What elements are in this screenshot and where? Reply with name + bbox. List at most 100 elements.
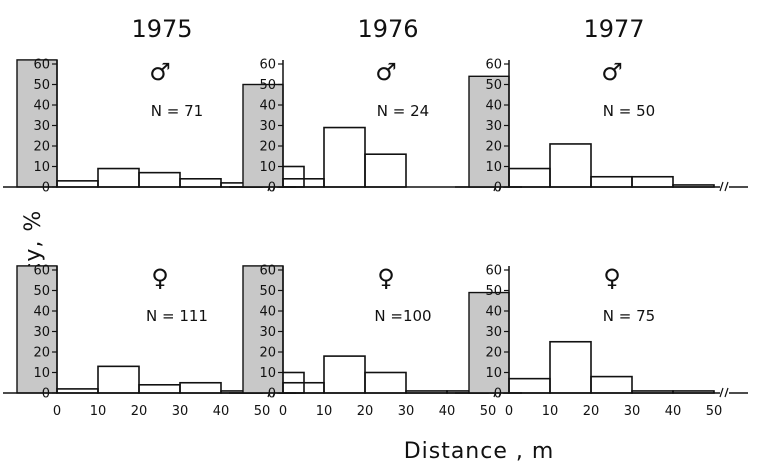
y-tick-label: 30 <box>485 119 502 134</box>
x-tick-label: 40 <box>213 404 230 419</box>
y-tick-label: 30 <box>259 119 276 134</box>
y-tick-label: 40 <box>485 99 502 114</box>
y-tick-label: 0 <box>42 181 50 196</box>
y-tick-label: 10 <box>259 160 276 175</box>
x-tick-label: 40 <box>439 404 456 419</box>
x-tick-label: 10 <box>90 404 107 419</box>
y-tick-label: 50 <box>33 284 50 299</box>
y-tick-label: 50 <box>485 78 502 93</box>
x-tick-label: 50 <box>480 404 497 419</box>
y-tick-label: 0 <box>268 181 276 196</box>
x-tick-label: 30 <box>172 404 189 419</box>
histogram-bar <box>179 178 222 188</box>
y-tick-label: 50 <box>485 284 502 299</box>
y-tick-label: 10 <box>485 160 502 175</box>
y-tick-label: 30 <box>33 325 50 340</box>
y-tick-label: 30 <box>33 119 50 134</box>
n-label: N = 75 <box>603 307 655 325</box>
x-tick-label: 30 <box>398 404 415 419</box>
x-tick-label: 20 <box>583 404 600 419</box>
y-tick-label: 60 <box>33 58 50 73</box>
x-tick-label: 0 <box>279 404 287 419</box>
histogram-bar <box>138 171 181 188</box>
y-tick-label: 60 <box>259 58 276 73</box>
y-tick-label: 20 <box>33 140 50 155</box>
histogram-bar <box>508 377 551 394</box>
sex-symbol: ♂ <box>375 58 397 86</box>
histogram-bar <box>405 390 448 394</box>
n-label: N = 24 <box>377 102 429 120</box>
histogram-bar <box>672 390 715 394</box>
x-tick-label: 10 <box>316 404 333 419</box>
n-label: N = 111 <box>146 307 208 325</box>
stayed-bar <box>16 59 58 188</box>
sex-symbol: ♀ <box>377 264 395 292</box>
sex-symbol: ♀ <box>151 264 169 292</box>
y-tick-label: 60 <box>485 58 502 73</box>
histogram-bar <box>138 383 181 394</box>
y-tick-label: 50 <box>259 284 276 299</box>
panel-5: 0 10 20 30 40 50 60 0 10 20 30 40 50 ♀ N =100 <box>229 264 522 419</box>
x-tick-label: 10 <box>542 404 559 419</box>
x-tick-label: 20 <box>131 404 148 419</box>
histogram-bar <box>323 126 366 188</box>
n-label: N =100 <box>374 307 431 325</box>
x-tick-label: 40 <box>665 404 682 419</box>
y-tick-label: 20 <box>485 346 502 361</box>
n-label: N = 71 <box>151 102 203 120</box>
histogram-bar <box>631 390 674 394</box>
y-tick-label: 20 <box>33 346 50 361</box>
histogram-bar <box>549 340 592 394</box>
histogram-bar <box>590 375 633 394</box>
axis-break-mark <box>719 387 729 398</box>
sex-symbol: ♀ <box>603 264 621 292</box>
y-tick-label: 40 <box>259 99 276 114</box>
stayed-bar <box>16 265 58 394</box>
x-tick-label: 20 <box>357 404 374 419</box>
histogram-bar <box>56 388 99 394</box>
axis-break-mark <box>719 181 729 192</box>
x-tick-label: 0 <box>505 404 513 419</box>
y-tick-label: 40 <box>259 305 276 320</box>
panel-4: 0 10 20 30 40 50 60 0 10 20 30 40 50 ♀ N = 111 <box>3 264 305 419</box>
y-tick-label: 20 <box>485 140 502 155</box>
x-tick-label: 50 <box>706 404 723 419</box>
year-title: 1976 <box>357 15 418 43</box>
histogram-bar <box>97 365 140 394</box>
y-tick-label: 40 <box>33 305 50 320</box>
y-tick-label: 0 <box>42 387 50 402</box>
histogram-bar <box>56 180 99 188</box>
x-tick-label: 30 <box>624 404 641 419</box>
y-tick-label: 60 <box>259 264 276 279</box>
panel-6: 0 10 20 30 40 50 60 0 10 20 30 40 50 ♀ N = 75 <box>455 264 748 419</box>
x-tick-label: 0 <box>53 404 61 419</box>
x-tick-label: 50 <box>254 404 271 419</box>
y-tick-label: 40 <box>485 305 502 320</box>
y-tick-label: 60 <box>33 264 50 279</box>
panel-3: 0 10 20 30 40 50 60 1977 ♂ N = 50 <box>455 15 748 196</box>
n-label: N = 50 <box>603 102 655 120</box>
year-title: 1977 <box>583 15 644 43</box>
histogram-bar <box>364 371 407 394</box>
histogram-bar <box>364 153 407 188</box>
y-tick-label: 10 <box>33 366 50 381</box>
y-tick-label: 0 <box>494 181 502 196</box>
y-tick-label: 30 <box>485 325 502 340</box>
y-tick-label: 50 <box>33 78 50 93</box>
histogram-bar <box>672 184 715 188</box>
y-tick-label: 10 <box>259 366 276 381</box>
stayed-bar <box>468 75 510 188</box>
y-tick-label: 40 <box>33 99 50 114</box>
panel-1: 0 10 20 30 40 50 60 1975 ♂ N = 71 <box>3 15 305 196</box>
histogram-bar <box>508 167 551 188</box>
histogram-bar <box>323 355 366 394</box>
sex-symbol: ♂ <box>601 58 623 86</box>
sex-symbol: ♂ <box>149 58 171 86</box>
y-tick-label: 10 <box>485 366 502 381</box>
y-tick-label: 50 <box>259 78 276 93</box>
y-tick-label: 0 <box>494 387 502 402</box>
histogram-bar <box>97 167 140 188</box>
histogram-bar <box>549 143 592 188</box>
histogram-bar <box>179 381 222 394</box>
